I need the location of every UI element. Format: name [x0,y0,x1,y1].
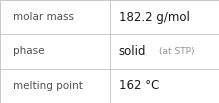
Text: phase: phase [13,46,45,57]
Text: molar mass: molar mass [13,12,74,22]
Text: 182.2 g/mol: 182.2 g/mol [119,11,190,24]
Text: 162 °C: 162 °C [119,79,159,92]
Text: solid: solid [119,45,147,58]
Text: (at STP): (at STP) [159,47,194,56]
Text: melting point: melting point [13,81,83,91]
